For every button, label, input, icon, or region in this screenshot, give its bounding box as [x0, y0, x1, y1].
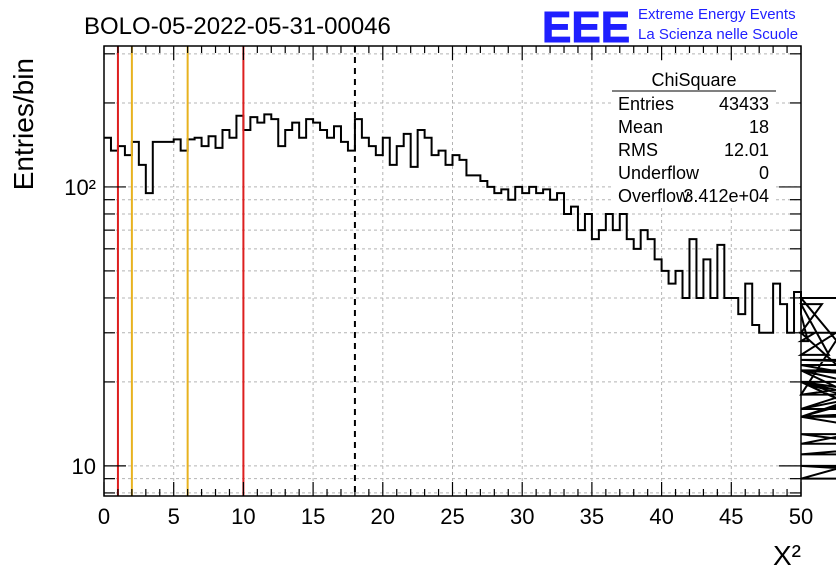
histogram-layer	[104, 113, 836, 480]
y-axis-label: Entries/bin	[8, 58, 39, 190]
x-tick-label: 45	[719, 504, 743, 529]
x-tick-labels: 0 5 10 15 20 25 30 35 40 45 50	[98, 504, 813, 529]
x-axis-label: X²	[773, 540, 801, 571]
logo-line1: Extreme Energy Events	[638, 6, 796, 23]
x-tick-label: 30	[510, 504, 534, 529]
eee-logo: EEE Extreme Energy Events La Scienza nel…	[542, 3, 799, 53]
stats-row-label: Overflow	[618, 186, 690, 206]
x-tick-label: 50	[789, 504, 813, 529]
stats-row-label: Mean	[618, 117, 663, 137]
stats-rows: Entries 43433 Mean 18 RMS 12.01 Underflow 0 Over…	[618, 94, 769, 206]
x-tick-label: 0	[98, 504, 110, 529]
x-tick-label: 15	[301, 504, 325, 529]
y-tick-label: 10²	[64, 175, 96, 200]
stats-row-value: 3.412e+04	[683, 186, 769, 206]
x-tick-label: 35	[580, 504, 604, 529]
x-tick-label: 5	[168, 504, 180, 529]
stats-row-value: 12.01	[724, 140, 769, 160]
stats-box-bg	[612, 62, 776, 208]
y-tick-labels: 10 10²	[64, 175, 96, 479]
axis-ticks	[103, 46, 802, 496]
chart-title: BOLO-05-2022-05-31-00046	[84, 13, 391, 40]
x-tick-label: 20	[371, 504, 395, 529]
stats-row-value: 0	[759, 163, 769, 183]
stats-row-label: Underflow	[618, 163, 700, 183]
y-tick-label: 10	[72, 454, 96, 479]
x-tick-label: 10	[231, 504, 255, 529]
logo-line2: La Scienza nelle Scuole	[638, 26, 798, 43]
reference-lines	[116, 46, 356, 496]
stats-row-label: Entries	[618, 94, 674, 114]
stats-box: ChiSquare Entries 43433 Mean 18 RMS 12.01 Unde…	[612, 62, 776, 208]
histogram-step-line	[104, 113, 836, 480]
logo-letters: EEE	[542, 3, 630, 52]
stats-title: ChiSquare	[651, 70, 736, 90]
x-tick-label: 40	[649, 504, 673, 529]
x-tick-label: 25	[440, 504, 464, 529]
stats-row-value: 43433	[719, 94, 769, 114]
stats-row-value: 18	[749, 117, 769, 137]
stats-row-label: RMS	[618, 140, 658, 160]
